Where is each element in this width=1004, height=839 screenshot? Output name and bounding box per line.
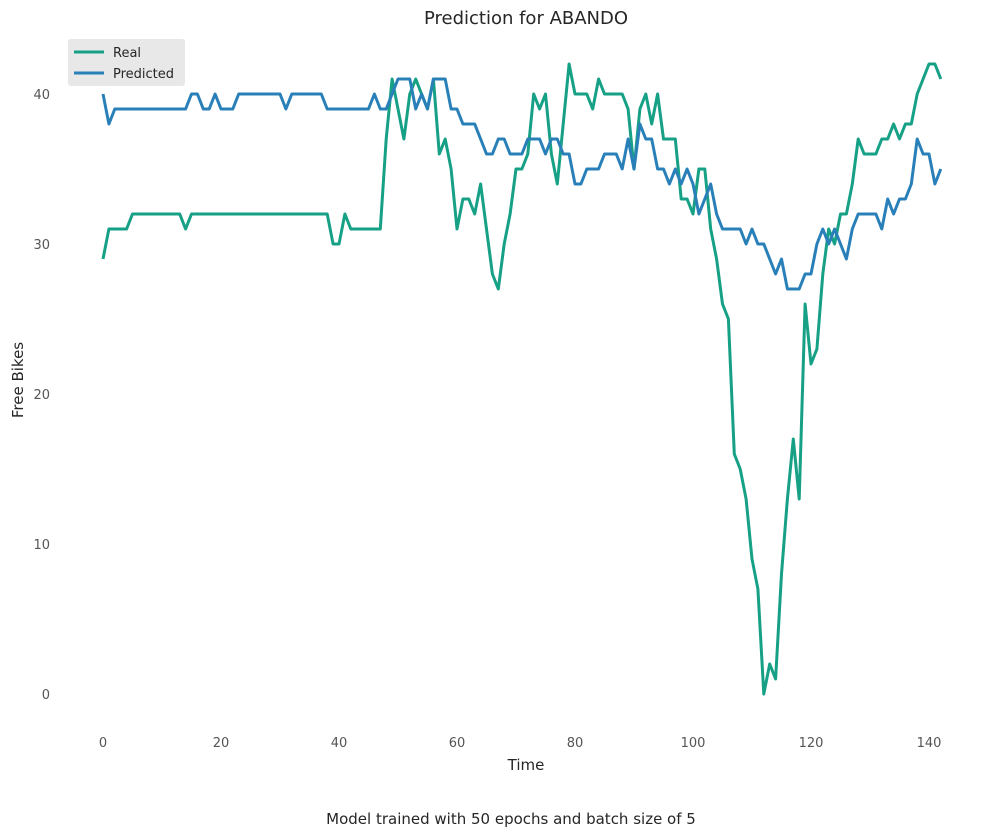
x-tick-label: 0: [99, 736, 107, 751]
y-axis-ticks: 0 10 20 30 40: [33, 88, 50, 703]
x-tick-label: 100: [681, 736, 706, 751]
y-tick-label: 20: [33, 388, 50, 403]
y-tick-label: 30: [33, 238, 50, 253]
x-tick-label: 40: [331, 736, 348, 751]
legend-label-predicted: Predicted: [113, 67, 174, 82]
x-tick-label: 20: [213, 736, 230, 751]
x-axis-label: Time: [507, 756, 545, 774]
x-tick-label: 80: [567, 736, 584, 751]
x-tick-label: 140: [917, 736, 942, 751]
legend-label-real: Real: [113, 46, 141, 61]
chart-title: Prediction for ABANDO: [424, 8, 628, 29]
y-tick-label: 0: [42, 688, 50, 703]
series-line-real: [101, 62, 943, 696]
y-tick-label: 10: [33, 538, 50, 553]
y-axis-label: Free Bikes: [9, 342, 27, 418]
series-lines: [101, 62, 943, 696]
x-axis-ticks: 0 20 40 60 80 100 120 140: [99, 736, 942, 751]
y-tick-label: 40: [33, 88, 50, 103]
series-line-predicted: [101, 77, 943, 291]
chart-caption: Model trained with 50 epochs and batch s…: [326, 810, 696, 828]
x-tick-label: 60: [449, 736, 466, 751]
legend: Real Predicted: [68, 39, 185, 86]
x-tick-label: 120: [799, 736, 824, 751]
